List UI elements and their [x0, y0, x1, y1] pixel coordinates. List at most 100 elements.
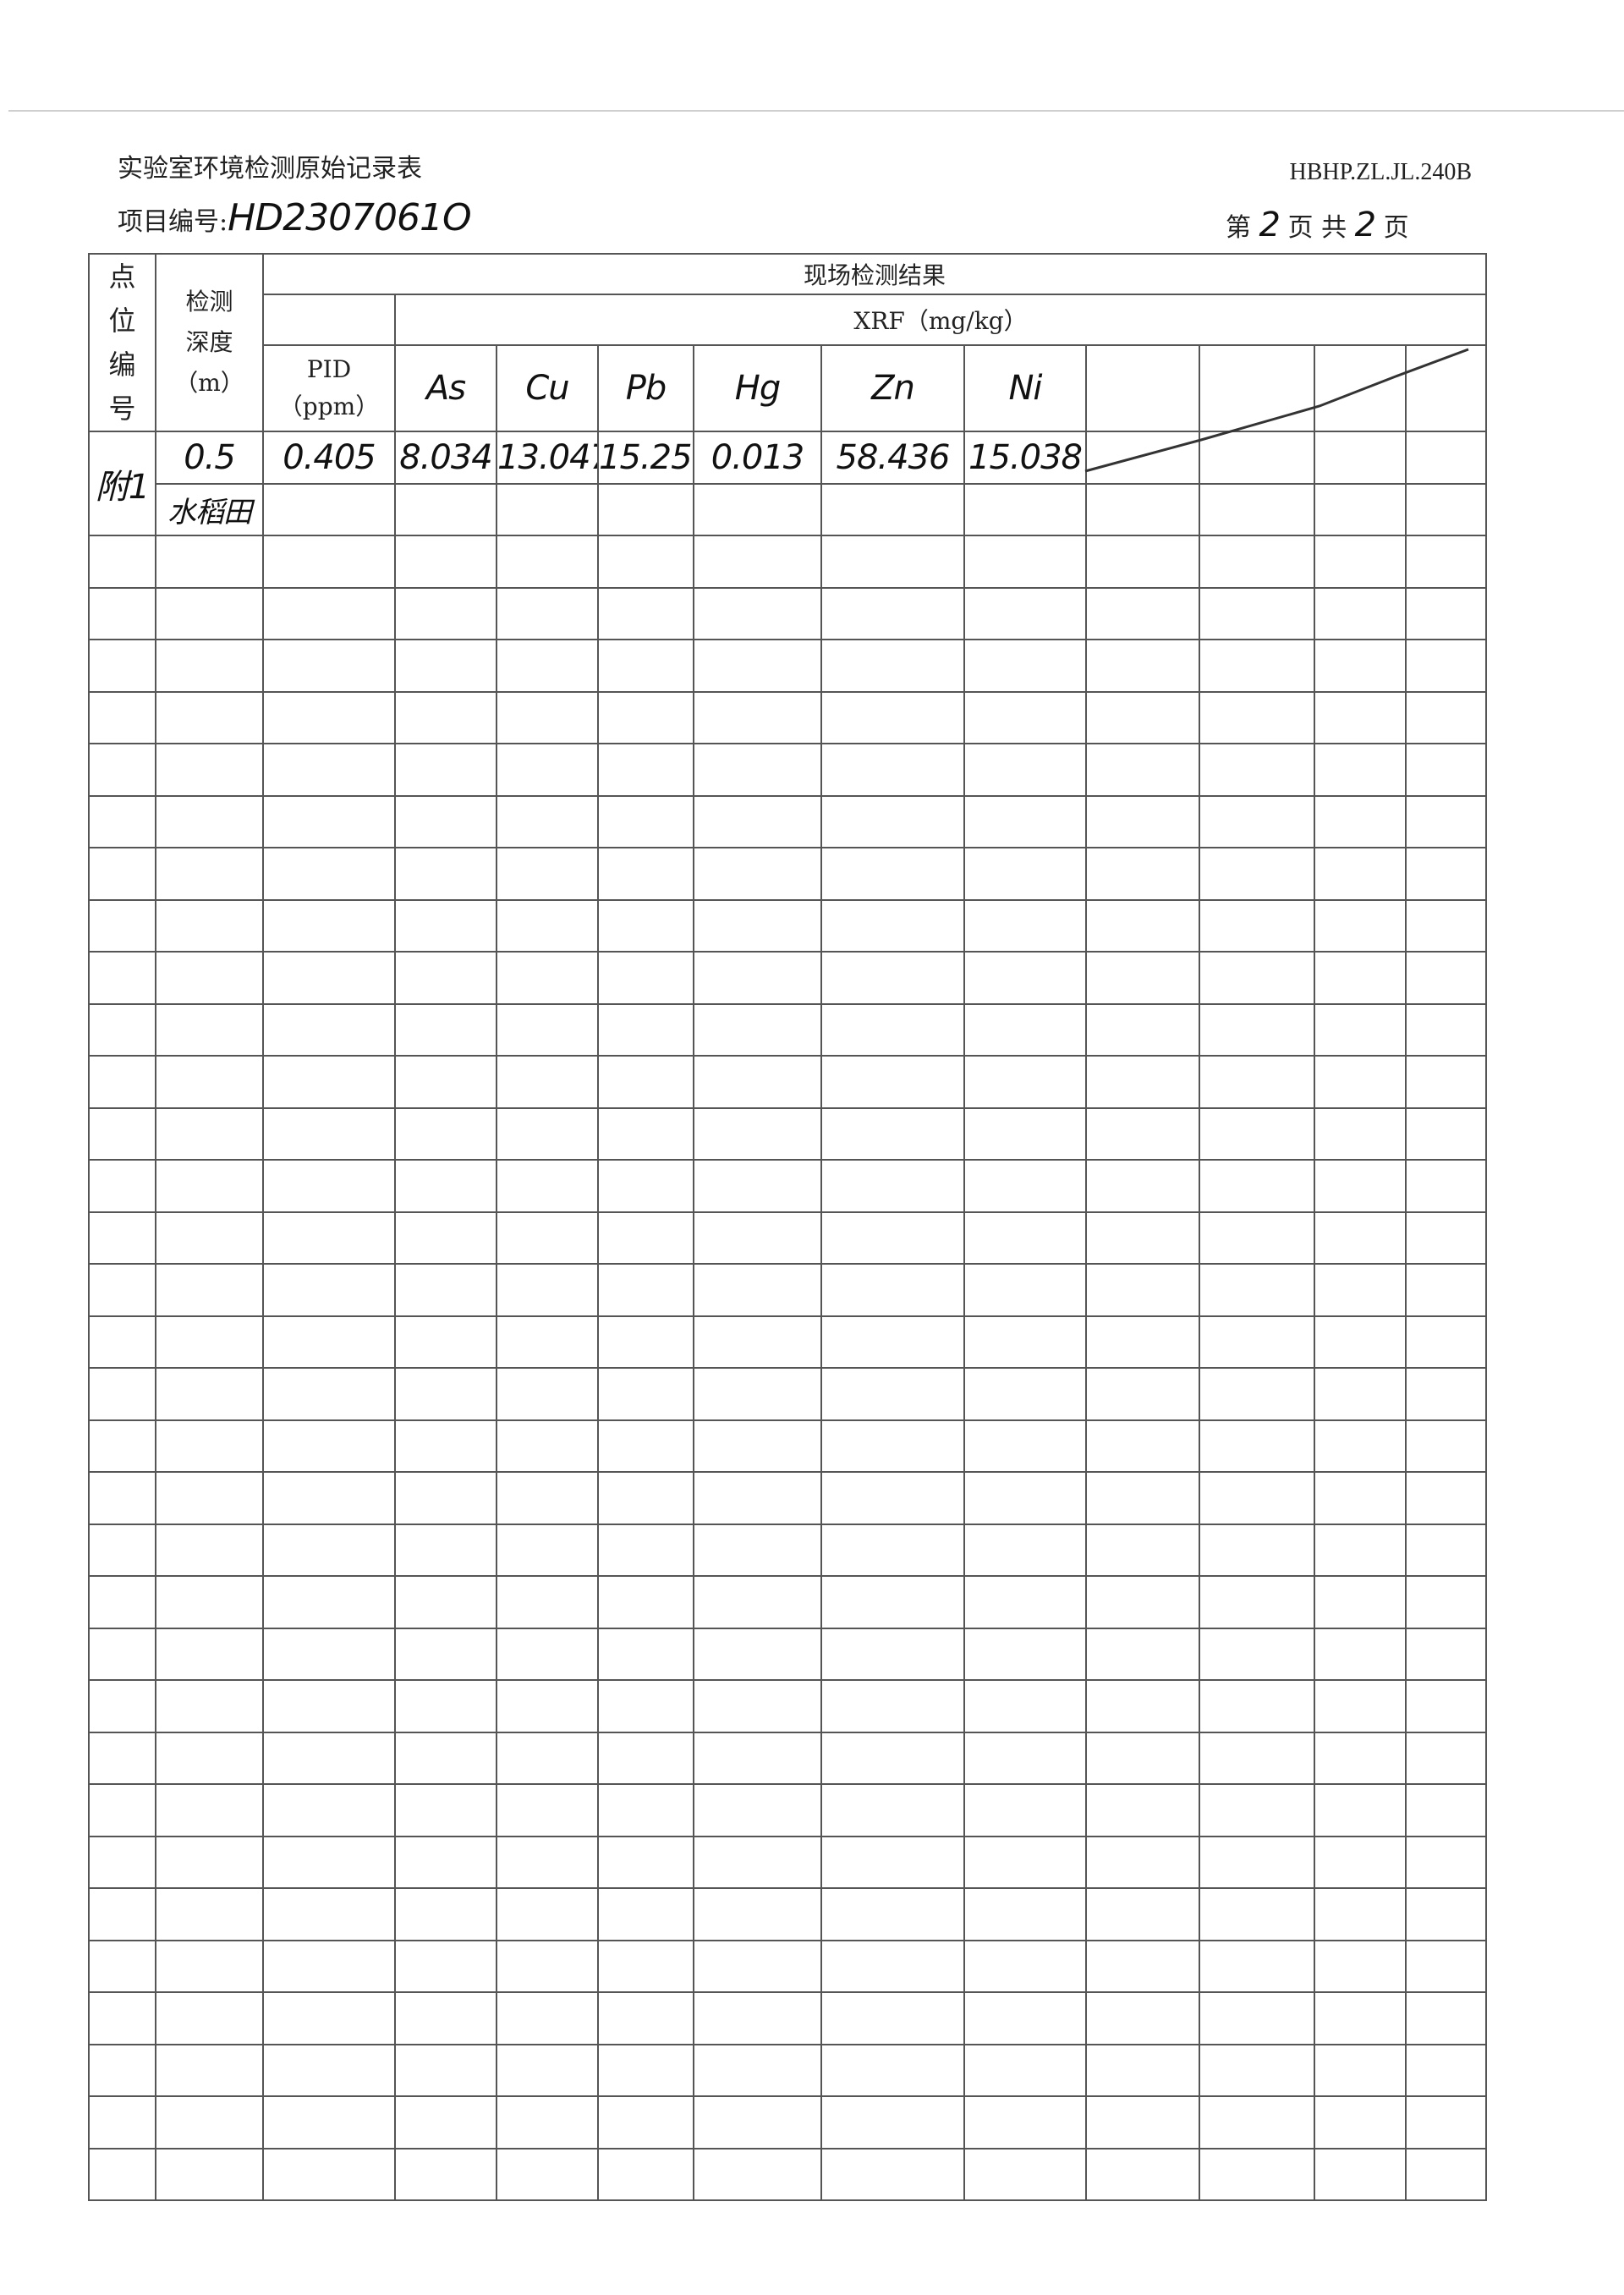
header-element-cu: Cu	[496, 343, 599, 433]
cell-empty	[262, 1731, 396, 1785]
cell-empty	[597, 482, 694, 536]
element-label: Zn	[871, 368, 915, 408]
cell-empty	[1404, 898, 1488, 953]
table-row	[88, 743, 1488, 797]
cell-empty	[693, 2043, 822, 2097]
cell-empty	[262, 1211, 396, 1265]
cell-empty	[693, 2147, 822, 2201]
table-row	[88, 690, 1488, 744]
table-row	[88, 2147, 1488, 2201]
cell-empty	[693, 586, 822, 640]
cell-empty	[1085, 1679, 1200, 1733]
cell-empty	[820, 1991, 965, 2045]
cell-empty	[963, 951, 1087, 1005]
page-rule	[8, 110, 1624, 112]
cell-empty	[155, 2043, 264, 2097]
cell-empty	[1085, 898, 1200, 953]
pid-value: 0.405	[283, 437, 376, 477]
cell-empty	[88, 1055, 156, 1109]
cell-empty	[820, 1055, 965, 1109]
cell-empty	[394, 1315, 497, 1369]
cell-empty	[693, 1471, 822, 1525]
cell-empty	[693, 482, 822, 536]
cell-empty	[155, 1887, 264, 1941]
cell-empty	[155, 794, 264, 848]
cell-empty	[262, 2095, 396, 2150]
cell-empty	[963, 1523, 1087, 1577]
cell-empty	[394, 586, 497, 640]
cell-empty	[1085, 794, 1200, 848]
header-char: 位	[108, 305, 136, 337]
cell-empty	[155, 1002, 264, 1057]
cell-empty	[155, 743, 264, 797]
cell-empty	[693, 1055, 822, 1109]
cell-hg: 0.013	[693, 431, 822, 485]
cell-empty	[820, 1627, 965, 1681]
cell-empty	[693, 1419, 822, 1473]
cell-empty	[394, 847, 497, 901]
cell-empty	[1085, 431, 1200, 485]
cell-empty	[496, 1575, 599, 1629]
cell-empty	[693, 1367, 822, 1421]
table-row	[88, 1575, 1488, 1629]
cell-empty	[963, 1627, 1087, 1681]
cell-empty	[597, 535, 694, 589]
cell-empty	[1404, 2043, 1488, 2097]
project-number: 项目编号:HD2307061O	[118, 196, 472, 239]
cell-empty	[496, 2147, 599, 2201]
cell-empty	[155, 1419, 264, 1473]
table-row	[88, 1627, 1488, 1681]
cell-empty	[1085, 586, 1200, 640]
cell-empty	[1404, 1159, 1488, 1213]
cell-empty	[1314, 1367, 1407, 1421]
cell-empty	[1404, 1263, 1488, 1317]
cell-empty	[496, 639, 599, 693]
cell-empty	[1404, 1523, 1488, 1577]
cell-empty	[1404, 1315, 1488, 1369]
cell-empty	[88, 1731, 156, 1785]
cell-empty	[262, 743, 396, 797]
cell-empty	[1085, 1627, 1200, 1681]
cell-empty	[496, 1055, 599, 1109]
header-depth: 检测 深度 （m）	[155, 253, 264, 432]
cell-empty	[496, 2095, 599, 2150]
cell-empty	[496, 1419, 599, 1473]
cell-empty	[1199, 2043, 1315, 2097]
cell-empty	[1085, 1783, 1200, 1837]
cell-empty	[820, 1159, 965, 1213]
cell-empty	[155, 1211, 264, 1265]
cell-empty	[1314, 1783, 1407, 1837]
cell-empty	[693, 1211, 822, 1265]
cell-empty	[963, 1106, 1087, 1161]
cell-empty	[963, 1835, 1087, 1889]
cell-empty	[1199, 690, 1315, 744]
cell-empty	[820, 1575, 965, 1629]
cell-empty	[1314, 482, 1407, 536]
cell-empty	[496, 1887, 599, 1941]
record-table: 点 位 编 号 检测 深度 （m） 现场检测结果 XRF（mg/kg） PID …	[88, 253, 1488, 2201]
cell-empty	[1314, 1835, 1407, 1889]
cell-empty	[88, 1575, 156, 1629]
cell-empty	[88, 1002, 156, 1057]
cell-empty	[820, 1211, 965, 1265]
cell-empty	[693, 1783, 822, 1837]
cell-empty	[597, 2043, 694, 2097]
cell-empty	[1199, 586, 1315, 640]
cell-empty	[496, 1367, 599, 1421]
cell-empty	[1085, 1419, 1200, 1473]
cell-empty	[1404, 1367, 1488, 1421]
cell-empty	[262, 1002, 396, 1057]
cell-empty	[394, 2147, 497, 2201]
cell-empty	[394, 1939, 497, 1993]
table-row	[88, 639, 1488, 693]
cell-empty	[597, 2147, 694, 2201]
cell-empty	[1199, 1367, 1315, 1421]
table-row	[88, 1471, 1488, 1525]
cell-empty	[155, 1575, 264, 1629]
cell-empty	[155, 586, 264, 640]
cell-empty	[262, 1939, 396, 1993]
cell-empty	[820, 743, 965, 797]
cell-empty	[394, 690, 497, 744]
cell-empty	[963, 2043, 1087, 2097]
cell-empty	[88, 2095, 156, 2150]
